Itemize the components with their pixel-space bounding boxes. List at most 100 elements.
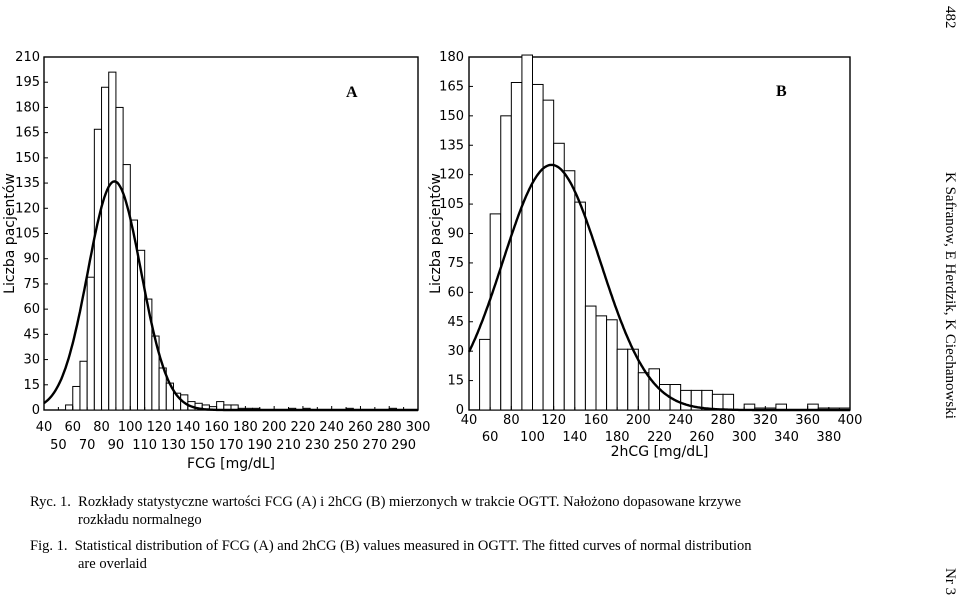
histogram-bar xyxy=(595,315,608,411)
y-tick-label: 30 xyxy=(23,353,40,368)
y-tick-label: 0 xyxy=(32,403,40,418)
x-tick-label: 240 xyxy=(319,420,344,435)
x-tick-label: 70 xyxy=(79,438,96,453)
y-tick-label: 30 xyxy=(447,344,464,359)
x-tick-label: 140 xyxy=(562,430,587,445)
x-axis-label: FCG [mg/dL] xyxy=(187,456,275,472)
histogram-bar xyxy=(521,54,534,411)
x-tick-label: 340 xyxy=(774,430,799,445)
y-tick-label: 120 xyxy=(15,201,40,216)
x-tick-label: 250 xyxy=(334,438,359,453)
histogram-bar xyxy=(553,142,565,411)
caption-pl-text-cont: rozkładu normalnego xyxy=(78,512,202,528)
x-tick-label: 240 xyxy=(668,413,693,428)
x-tick-label: 190 xyxy=(247,438,272,453)
x-tick-label: 50 xyxy=(50,438,67,453)
x-tick-label: 220 xyxy=(291,420,316,435)
histogram-bar xyxy=(648,368,661,411)
y-tick-label: 210 xyxy=(15,50,40,65)
y-tick-label: 15 xyxy=(447,374,464,389)
caption-english: Fig. 1. Statistical distribution of FCG … xyxy=(30,537,850,573)
histogram-bar xyxy=(584,305,597,411)
x-tick-label: 60 xyxy=(482,430,499,445)
caption-en-text-cont: are overlaid xyxy=(78,556,147,572)
panel-letter: A xyxy=(346,84,358,101)
y-axis-label: Liczba pacjentów xyxy=(428,173,444,294)
x-tick-label: 270 xyxy=(362,438,387,453)
caption-pl-text: Rozkłady statystyczne wartości FCG (A) i… xyxy=(78,494,742,510)
x-tick-label: 170 xyxy=(219,438,244,453)
x-tick-label: 160 xyxy=(584,413,609,428)
x-tick-label: 360 xyxy=(795,413,820,428)
x-tick-label: 300 xyxy=(732,430,757,445)
histogram-bar xyxy=(637,372,650,411)
y-tick-label: 75 xyxy=(23,277,40,292)
histogram-bar xyxy=(510,81,523,411)
histogram-bar xyxy=(606,319,618,411)
x-tick-label: 180 xyxy=(233,420,258,435)
panel-letter: B xyxy=(776,83,787,100)
x-tick-label: 200 xyxy=(626,413,651,428)
y-tick-label: 180 xyxy=(15,100,40,115)
x-tick-label: 120 xyxy=(147,420,172,435)
x-tick-label: 220 xyxy=(647,430,672,445)
y-tick-label: 105 xyxy=(439,197,464,212)
histogram-bar xyxy=(542,99,555,411)
x-tick-label: 210 xyxy=(276,438,301,453)
y-tick-label: 60 xyxy=(447,285,464,300)
x-tick-label: 280 xyxy=(711,413,736,428)
x-tick-label: 40 xyxy=(36,420,53,435)
y-tick-label: 165 xyxy=(439,79,464,94)
x-tick-label: 130 xyxy=(161,438,186,453)
histogram-bar xyxy=(563,170,576,411)
x-tick-label: 110 xyxy=(132,438,157,453)
chart-panel-b: 0 15 30 45 60 75 90 105 120 135 150 165 180 40 80 120 16… xyxy=(428,50,862,460)
histogram-bar xyxy=(722,393,735,411)
caption-pl-label: Ryc. 1. xyxy=(30,494,71,510)
x-tick-label: 100 xyxy=(118,420,143,435)
y-axis-label: Liczba pacjentów xyxy=(2,173,18,294)
x-tick-label: 300 xyxy=(406,420,431,435)
caption-en-label: Fig. 1. xyxy=(30,538,68,554)
y-tick-label: 90 xyxy=(23,252,40,267)
y-tick-label: 105 xyxy=(15,227,40,242)
histogram-bar xyxy=(574,201,586,411)
x-tick-label: 290 xyxy=(391,438,416,453)
x-tick-label: 140 xyxy=(175,420,200,435)
y-tick-label: 60 xyxy=(23,302,40,317)
x-tick-label: 80 xyxy=(503,413,520,428)
histogram-bar xyxy=(93,128,103,411)
caption-polish: Ryc. 1. Rozkłady statystyczne wartości F… xyxy=(30,493,850,529)
y-tick-label: 0 xyxy=(456,403,464,418)
x-tick-label: 320 xyxy=(753,413,778,428)
y-tick-label: 75 xyxy=(447,256,464,271)
caption-en-text: Statistical distribution of FCG (A) and … xyxy=(74,538,752,554)
x-tick-label: 400 xyxy=(838,413,863,428)
x-tick-label: 100 xyxy=(520,430,545,445)
x-tick-label: 160 xyxy=(204,420,229,435)
x-tick-label: 280 xyxy=(377,420,402,435)
histogram-bar xyxy=(108,71,117,411)
y-tick-label: 45 xyxy=(23,327,40,342)
y-tick-label: 120 xyxy=(439,168,464,183)
histogram-bar xyxy=(489,213,502,411)
histogram-bar xyxy=(711,393,724,411)
y-tick-label: 135 xyxy=(15,176,40,191)
x-tick-label: 80 xyxy=(93,420,110,435)
histogram-bar xyxy=(65,404,74,411)
y-tick-label: 90 xyxy=(447,227,464,242)
page-number: 482 xyxy=(942,6,958,29)
x-tick-label: 380 xyxy=(816,430,841,445)
issue-number: Nr 3 xyxy=(942,568,958,596)
x-tick-label: 60 xyxy=(64,420,81,435)
y-tick-label: 45 xyxy=(447,315,464,330)
histogram-bar xyxy=(115,106,124,411)
x-axis-label: 2hCG [mg/dL] xyxy=(611,444,709,460)
chart-panel-a: 0 15 30 45 60 75 90 105 120 135 150 165 180 195 210 40 6… xyxy=(2,50,430,472)
x-tick-label: 260 xyxy=(689,430,714,445)
y-tick-label: 150 xyxy=(15,151,40,166)
x-tick-label: 150 xyxy=(190,438,215,453)
histogram-bar xyxy=(86,276,95,411)
y-tick-label: 150 xyxy=(439,109,464,124)
